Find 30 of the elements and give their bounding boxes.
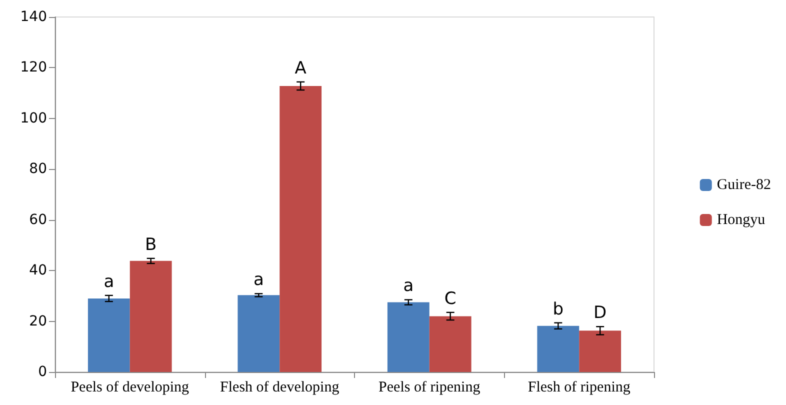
y-tick-label: 100 <box>20 110 47 126</box>
data-label: b <box>552 299 564 320</box>
x-tick-label: Flesh of ripening <box>528 380 631 396</box>
data-label: a <box>253 270 264 290</box>
bar <box>579 330 622 372</box>
y-tick-label: 140 <box>20 9 47 25</box>
x-tick-label: Peels of ripening <box>378 380 481 396</box>
y-tick-label: 40 <box>29 262 47 279</box>
bar <box>238 295 280 372</box>
x-tick-label: Peels of developing <box>70 380 190 396</box>
legend-label: Guire-82 <box>716 177 772 193</box>
y-tick-label: 20 <box>29 313 47 330</box>
bar <box>429 316 472 372</box>
y-tick-label: 0 <box>38 364 47 380</box>
data-label: a <box>403 276 414 296</box>
data-label: A <box>294 58 307 78</box>
bar <box>88 298 130 372</box>
data-label: D <box>594 303 607 324</box>
data-label: a <box>104 272 114 292</box>
x-tick-label: Flesh of developing <box>220 380 340 396</box>
bar <box>280 86 322 372</box>
y-tick-label: 80 <box>29 161 47 178</box>
bar <box>130 260 172 372</box>
y-tick-label: 120 <box>20 60 47 76</box>
data-label: C <box>444 288 456 309</box>
bar <box>387 302 430 372</box>
data-label: B <box>145 234 157 255</box>
y-tick-label: 60 <box>29 212 47 228</box>
bar <box>537 326 580 372</box>
legend-label: Hongyu <box>716 212 766 228</box>
